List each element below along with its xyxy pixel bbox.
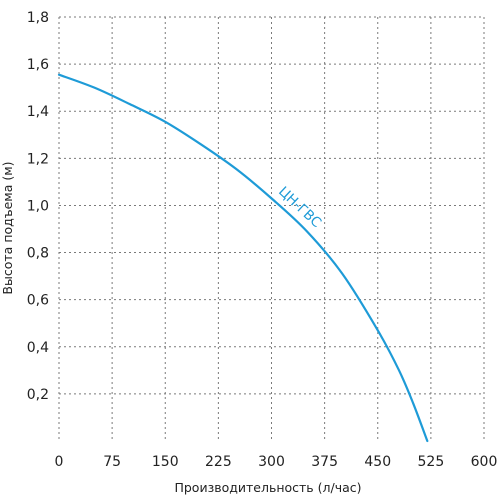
x-tick-label: 75	[103, 454, 121, 470]
y-tick-label: 1,6	[27, 57, 49, 73]
y-tick-label: 0,4	[27, 340, 49, 356]
y-gridlines	[59, 16, 484, 395]
x-tick-label: 375	[311, 454, 338, 470]
y-tick-label: 0,8	[27, 246, 49, 262]
x-tick-label: 300	[258, 454, 285, 470]
x-tick-label: 525	[418, 454, 445, 470]
x-gridlines	[58, 17, 485, 441]
y-tick-label: 1,2	[27, 151, 49, 167]
x-tick-label: 150	[152, 454, 179, 470]
y-tick-label: 1,4	[27, 104, 49, 120]
y-tick-label: 0,2	[27, 387, 49, 403]
x-tick-label: 225	[205, 454, 232, 470]
y-axis-title: Высота подъема (м)	[0, 161, 15, 294]
x-tick-label: 450	[364, 454, 391, 470]
x-axis-title: Производительность (л/час)	[174, 480, 361, 495]
x-tick-label: 0	[55, 454, 64, 470]
y-tick-label: 1,0	[27, 198, 49, 214]
x-tick-label: 600	[471, 454, 498, 470]
y-tick-label: 0,6	[27, 293, 49, 309]
y-tick-labels: 0,2 0,4 0,6 0,8 1,0 1,2 1,4 1,6 1,8	[27, 10, 49, 403]
series-layer: ЦН-ГВС	[57, 73, 429, 443]
x-tick-labels: 0 75 150 225 300 375 450 525 600	[55, 454, 498, 470]
series-line	[57, 73, 429, 443]
y-tick-label: 1,8	[27, 10, 49, 26]
